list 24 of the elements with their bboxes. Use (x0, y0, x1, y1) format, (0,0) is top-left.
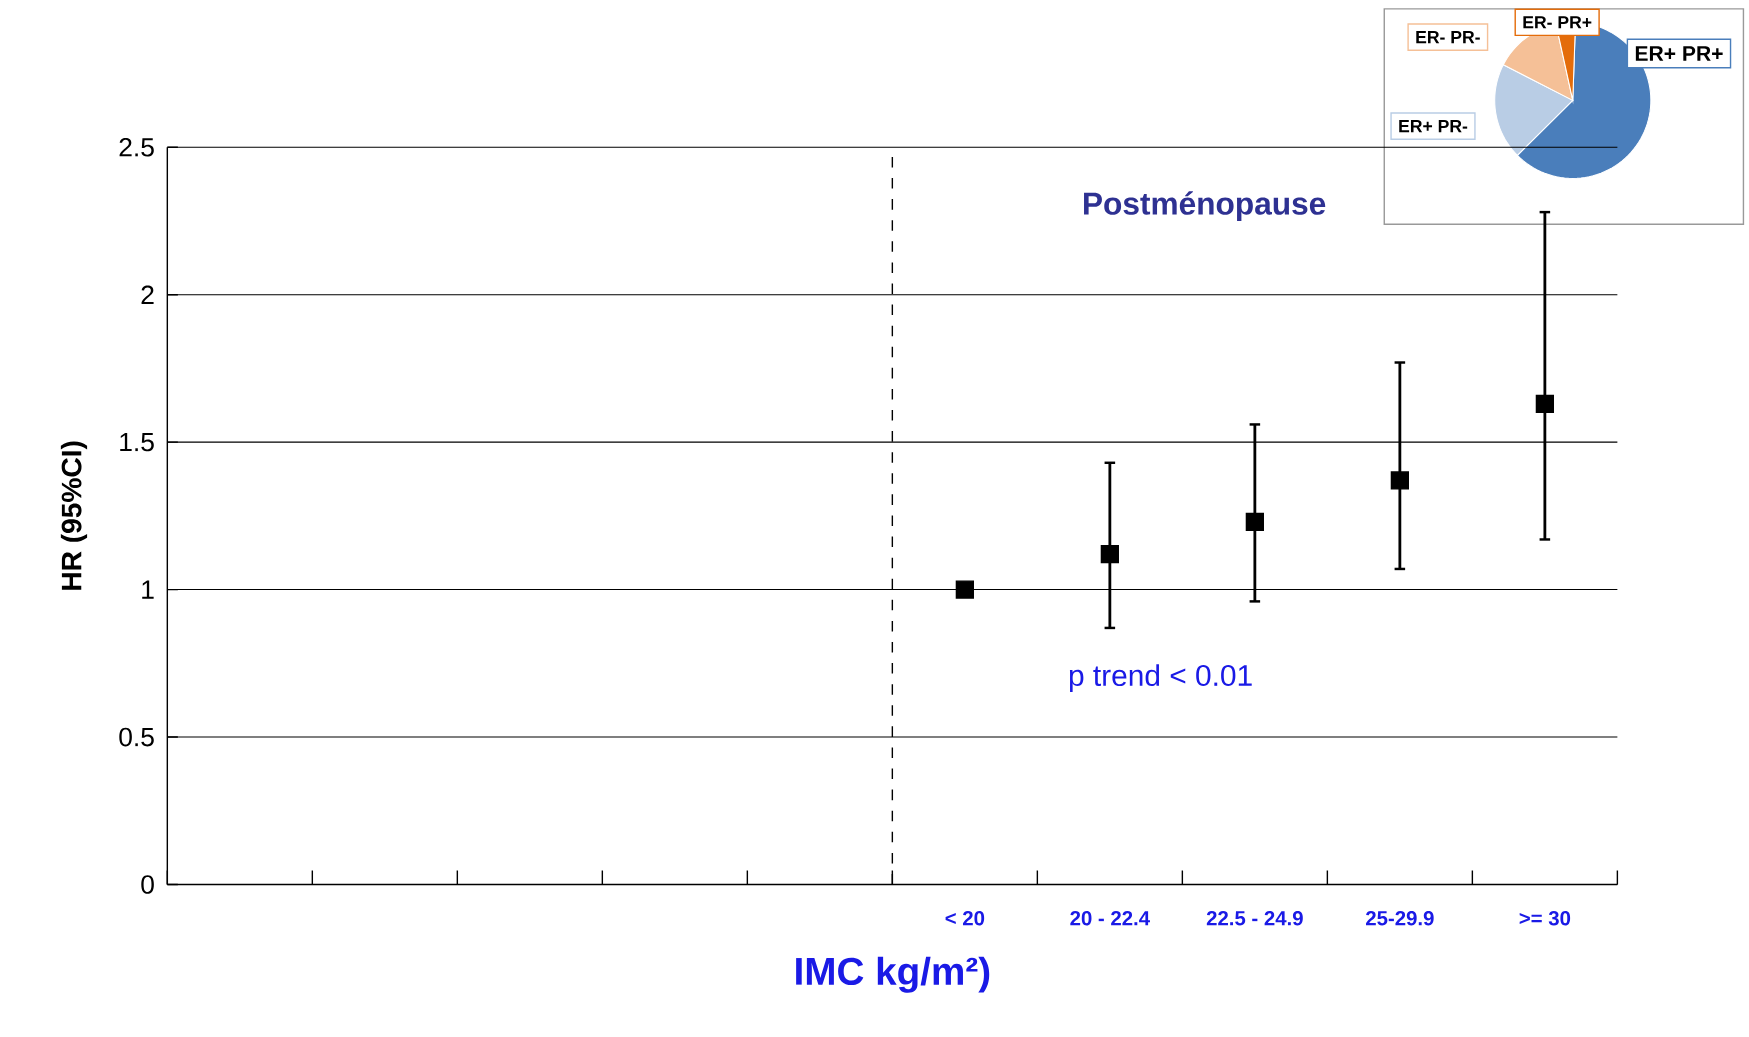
point (1100, 544, 1119, 564)
slice-label: ER+ PR- (1399, 119, 1468, 133)
slice-label: ER- PR- (1416, 30, 1480, 43)
x-tick-label: 22.5 - 24.9 (1206, 910, 1303, 926)
annotation: Postménopause (1084, 191, 1326, 221)
slice-label: ER- PR+ (1523, 16, 1592, 29)
y-tick-label: 1.5 (120, 432, 154, 452)
y-tick-label: 0.5 (119, 727, 154, 747)
y-tick-label: 2.5 (119, 137, 154, 157)
point (1535, 394, 1555, 413)
annotation: p trend < 0.01 (1069, 663, 1252, 692)
x-axis-title: IMC kg/m²) (796, 956, 990, 993)
y-tick-label: 0 (141, 875, 154, 894)
x-tick-label: 20 - 22.4 (1070, 910, 1150, 926)
point (1390, 471, 1410, 490)
y-tick-label: 2 (141, 285, 154, 304)
y-axis-title: HR (95%CI) (60, 441, 88, 590)
x-tick-label: 25-29.9 (1366, 910, 1434, 926)
slice-label: ER+ PR+ (1635, 46, 1723, 61)
y-tick-label: 1 (142, 580, 154, 599)
x-tick-label: >= 30 (1519, 910, 1571, 926)
point (955, 580, 974, 599)
x-tick-label: < 20 (945, 910, 985, 926)
point (1245, 512, 1264, 531)
